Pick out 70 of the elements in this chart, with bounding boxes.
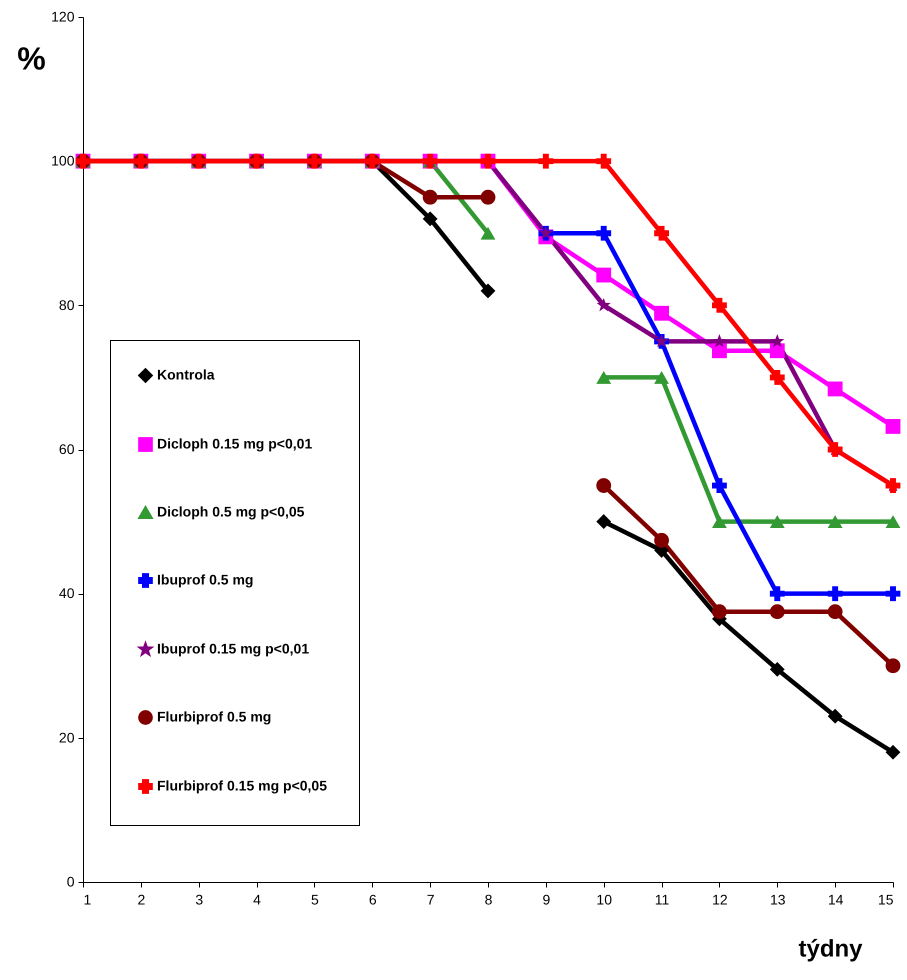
x-tick-label: 5 [311,892,320,908]
point [480,190,496,205]
point [422,190,438,205]
legend-label: Flurbiprof 0.15 mg p<0,05 [157,778,328,794]
x-tick-label: 3 [195,892,204,908]
point [480,284,496,298]
point [770,334,784,348]
legend-label: Flurbiprof 0.5 mg [157,708,272,724]
x-tick-label: 9 [542,892,550,908]
point [654,532,669,548]
point [596,370,612,384]
legend-label: Dicloph 0.5 mg p<0,05 [157,504,305,520]
x-tick-label: 12 [712,892,728,908]
point [886,744,900,760]
point [596,478,612,493]
point [828,708,843,724]
x-tick-label: 2 [137,892,146,908]
y-tick-label: 100 [51,152,75,169]
point [538,154,554,169]
legend-label: Dicloph 0.15 mg p<0,01 [157,436,312,452]
point [712,334,726,348]
y-tick-label: 20 [58,729,75,746]
point [828,382,843,396]
point [886,515,900,528]
point [828,515,843,528]
point [712,515,727,528]
point [770,515,785,528]
point [596,226,612,241]
point [654,370,669,384]
x-tick-label: 7 [426,892,435,908]
y-tick-label: 80 [58,296,75,313]
y-tick-label: 60 [58,441,75,457]
x-tick-label: 11 [654,892,670,908]
x-tick-label: 13 [770,892,786,908]
point [596,154,612,169]
point [770,370,785,385]
point [712,298,727,313]
y-tick-label: 40 [58,585,75,602]
point [886,658,900,674]
x-tick-label: 1 [84,892,92,908]
point [712,478,727,493]
y-tick-label: 0 [66,874,75,890]
point [886,586,900,602]
x-tick-label: 15 [878,892,894,908]
point [712,343,727,358]
point [770,662,785,677]
x-tick-label: 10 [596,892,612,908]
point [828,586,843,602]
point [654,226,669,241]
x-axis-title: týdny [798,936,864,962]
point [886,419,900,434]
point [770,604,785,620]
point [654,306,669,321]
legend-label: Ibuprof 0.15 mg p<0,01 [157,640,310,656]
y-tick-label: 120 [51,8,75,24]
x-tick-label: 6 [368,892,377,908]
point [596,298,611,312]
x-tick-label: 8 [484,892,493,908]
point [770,586,785,602]
point [480,226,496,240]
legend-label: Ibuprof 0.5 mg [157,572,254,588]
point [712,604,727,620]
legend-label: Kontrola [157,366,215,382]
point [596,268,612,282]
x-tick-label: 14 [828,892,844,908]
y-axis-title: % [17,40,46,76]
point [596,514,612,529]
point [828,604,843,620]
x-tick-label: 4 [253,892,262,908]
point [422,211,438,226]
